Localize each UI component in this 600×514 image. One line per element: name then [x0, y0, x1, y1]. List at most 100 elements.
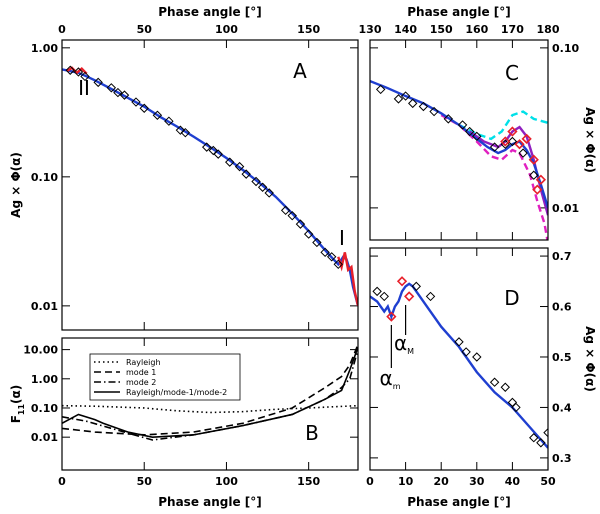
diamond-marker [521, 133, 532, 144]
diamond-marker [461, 347, 471, 357]
plot-area [62, 344, 358, 441]
annotation: B [305, 421, 319, 445]
y-tick-label: 0.4 [552, 401, 572, 414]
annotation: I [339, 226, 345, 250]
series-line [66, 66, 88, 75]
diamond-marker [93, 77, 103, 88]
series-line [370, 79, 548, 209]
diamond-marker [529, 433, 539, 443]
series-line [62, 404, 358, 414]
diamond-marker [251, 176, 261, 187]
diamond-marker [375, 84, 386, 95]
legend-label: Rayleigh/mode-1/mode-2 [126, 388, 227, 397]
diamond-marker [418, 101, 429, 112]
y-tick-label: 0.01 [552, 202, 579, 215]
y-tick-label: 0.10 [31, 171, 58, 184]
series-line [337, 252, 358, 307]
diamond-marker [320, 247, 330, 258]
diamond-marker [379, 291, 389, 302]
x-tick-label: 40 [505, 475, 521, 488]
y-axis-label-main: F [9, 415, 23, 423]
x-tick-label: 150 [297, 475, 320, 488]
annotation: A [293, 59, 307, 83]
y-tick-label: 0.01 [31, 431, 58, 444]
x-tick-label: 100 [215, 23, 238, 36]
y-tick-label: 0.3 [552, 452, 572, 465]
series-line [62, 68, 358, 307]
x-tick-label: 20 [434, 475, 450, 488]
x-axis-label: Phase angle [°] [158, 5, 262, 19]
annotation-sub: m [393, 382, 401, 391]
diamond-marker [131, 97, 141, 107]
annotation: C [505, 61, 519, 85]
diamond-marker [532, 184, 543, 195]
diamond-marker [454, 337, 464, 347]
y-axis-label: Ag × Φ(α) [583, 107, 597, 173]
diamond-marker [536, 438, 546, 448]
diamond-marker [457, 120, 468, 130]
diamond-marker [312, 237, 322, 248]
diamond-marker [73, 67, 84, 77]
x-tick-label: 30 [469, 475, 485, 488]
x-tick-label: 150 [297, 23, 320, 36]
diamond-marker [408, 98, 418, 109]
x-tick-label: 160 [465, 23, 488, 36]
diamond-marker [507, 136, 518, 147]
x-tick-label: 0 [58, 23, 66, 36]
diamond-marker [295, 219, 306, 229]
x-tick-label: 10 [398, 475, 414, 488]
y-tick-label: 10.00 [23, 344, 58, 357]
diamond-marker [225, 157, 235, 167]
diamond-marker [489, 142, 500, 152]
diamond-marker [400, 91, 411, 101]
diamond-marker [425, 291, 436, 302]
diamond-marker [113, 87, 123, 98]
diamond-marker [234, 161, 245, 172]
plot-frame [369, 39, 549, 241]
diamond-marker [472, 352, 482, 362]
y-axis-label: F11(α) [9, 385, 26, 424]
annotation: αm [380, 366, 401, 391]
diamond-marker [180, 127, 191, 138]
series-line [440, 114, 548, 240]
diamond-marker [175, 125, 186, 135]
diamond-marker [241, 169, 251, 179]
diamond-marker [303, 229, 314, 239]
diamond-marker [65, 65, 75, 75]
diamond-marker [213, 149, 223, 159]
diamond-marker [106, 83, 117, 93]
diamond-marker [164, 116, 174, 126]
annotation: αM [394, 331, 414, 356]
x-tick-label: 100 [215, 475, 238, 488]
x-tick-label: 150 [430, 23, 453, 36]
y-tick-label: 0.10 [31, 402, 58, 415]
x-tick-label: 50 [540, 475, 556, 488]
x-tick-label: 0 [366, 475, 374, 488]
diamond-marker [411, 281, 421, 292]
diamond-marker [404, 291, 415, 302]
annotation-main: α [394, 331, 407, 355]
diamond-marker [396, 276, 408, 287]
y-tick-label: 1.00 [31, 42, 58, 55]
diamond-marker [500, 382, 510, 392]
diamond-marker [386, 311, 397, 322]
diamond-marker [280, 205, 291, 216]
plot-frame [369, 247, 549, 471]
diamond-marker [202, 142, 212, 152]
legend-label: Rayleigh [126, 358, 161, 367]
diamond-marker [514, 139, 525, 150]
y-tick-label: 0.7 [552, 250, 572, 263]
plot-frame [61, 39, 359, 331]
annotation-sub: M [407, 347, 414, 356]
diamond-marker [326, 252, 337, 262]
y-tick-label: 1.00 [31, 373, 58, 386]
diamond-marker [518, 148, 528, 158]
diamond-marker [464, 126, 475, 137]
y-tick-label: 0.5 [552, 351, 572, 364]
plot-frame [61, 337, 359, 471]
x-axis-label: Phase angle [°] [158, 495, 262, 509]
diamond-marker [139, 103, 149, 113]
diamond-marker [257, 182, 268, 192]
y-axis-label: Ag × Φ(α) [583, 326, 597, 392]
